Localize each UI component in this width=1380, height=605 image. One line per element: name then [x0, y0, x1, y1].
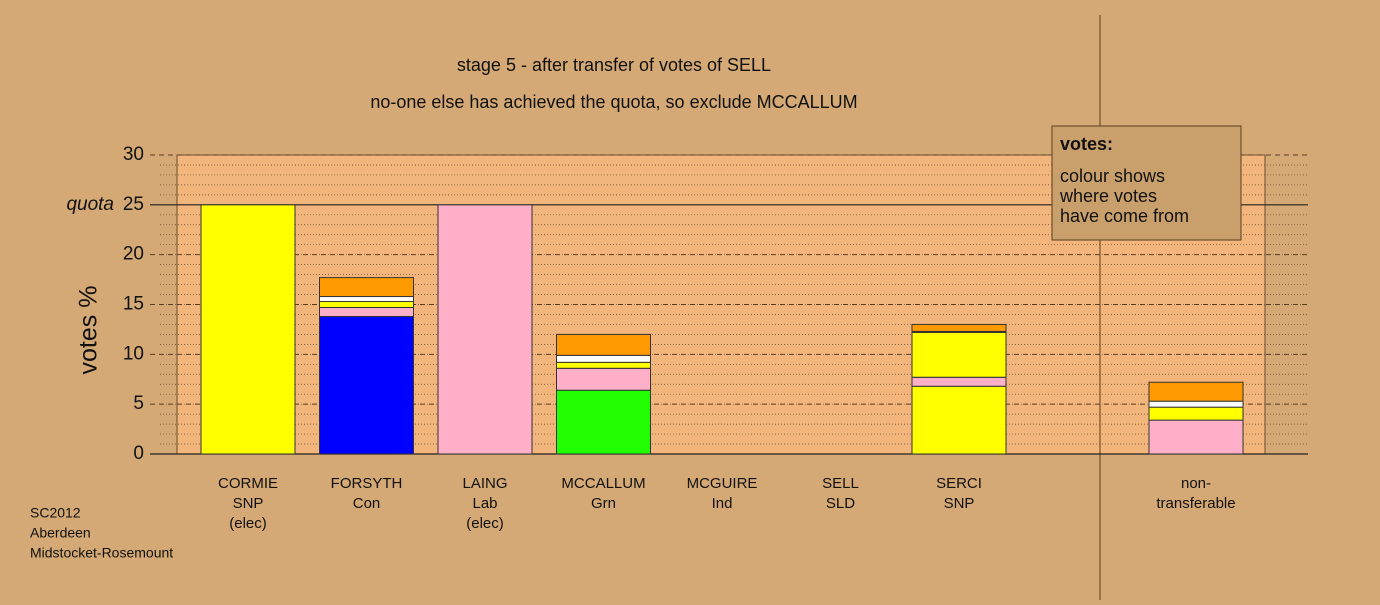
x-tick-label: SNP [233, 495, 264, 512]
bar-segment [556, 333, 651, 356]
legend-title: votes: [1060, 134, 1113, 154]
y-tick-label: 15 [123, 294, 144, 315]
bar-segment [911, 331, 1007, 378]
chart-subtitle: no-one else has achieved the quota, so e… [370, 92, 857, 112]
bar-segment [437, 204, 533, 455]
x-tick-label: MCGUIRE [687, 475, 758, 492]
bar-segment [556, 361, 651, 369]
bar-segment [319, 296, 414, 303]
bar-segment [911, 323, 1007, 332]
x-tick-label: Con [353, 495, 381, 512]
x-tick-label: SELL [822, 475, 859, 492]
x-tick-label: (elec) [466, 515, 504, 532]
bars: CORMIE SNP (elec) FORSYTH Con LAING Lab (elec) M… [200, 204, 1244, 532]
x-tick-label: FORSYTH [331, 475, 403, 492]
x-tick-label: transferable [1156, 495, 1235, 512]
bar-segment [556, 389, 651, 455]
x-tick-label: MCCALLUM [561, 475, 645, 492]
footer-text: Aberdeen [30, 525, 91, 541]
bar-segment [911, 376, 1007, 387]
bar-segment [1148, 419, 1244, 455]
bar-segment [319, 315, 414, 455]
y-tick-label: 25 [123, 194, 144, 215]
y-tick-label: 30 [123, 144, 144, 165]
chart-title: stage 5 - after transfer of votes of SEL… [457, 55, 771, 75]
bar-segment [556, 354, 651, 363]
x-tick-label: Ind [712, 495, 733, 512]
bar-segment [1148, 381, 1244, 402]
bar-segment [319, 301, 414, 308]
y-tick-label: 0 [133, 443, 144, 464]
bar-segment [911, 385, 1007, 455]
y-axis-label: votes % [75, 286, 103, 375]
x-tick-label: Lab [472, 495, 497, 512]
x-tick-label: (elec) [229, 515, 267, 532]
y-tick-label: 20 [123, 244, 144, 265]
bar-segment [1148, 406, 1244, 421]
legend-text: where votes [1059, 186, 1157, 206]
x-tick-label: Grn [591, 495, 616, 512]
bar-segment [1148, 400, 1244, 408]
bar-segment [319, 306, 414, 317]
x-tick-label: CORMIE [218, 475, 278, 492]
x-tick-label: SNP [944, 495, 975, 512]
legend-text: colour shows [1060, 166, 1165, 186]
quota-label: quota [66, 194, 114, 215]
bar-segment [200, 204, 296, 455]
legend: votes: colour shows where votes have com… [1051, 125, 1242, 241]
grid: 0 5 10 15 20 25 30 quota [66, 144, 1308, 464]
footer-text: Midstocket-Rosemount [30, 545, 173, 561]
bar-segment [319, 277, 414, 298]
bar-segment [556, 367, 651, 391]
x-tick-label: SERCI [936, 475, 982, 492]
y-tick-label: 10 [123, 343, 144, 364]
x-tick-label: LAING [462, 475, 507, 492]
footer-text: SC2012 [30, 505, 81, 521]
legend-box [1051, 125, 1242, 241]
legend-text: have come from [1060, 206, 1189, 226]
x-tick-label: non- [1181, 475, 1211, 492]
x-tick-label: SLD [826, 495, 855, 512]
y-tick-label: 5 [133, 393, 144, 414]
